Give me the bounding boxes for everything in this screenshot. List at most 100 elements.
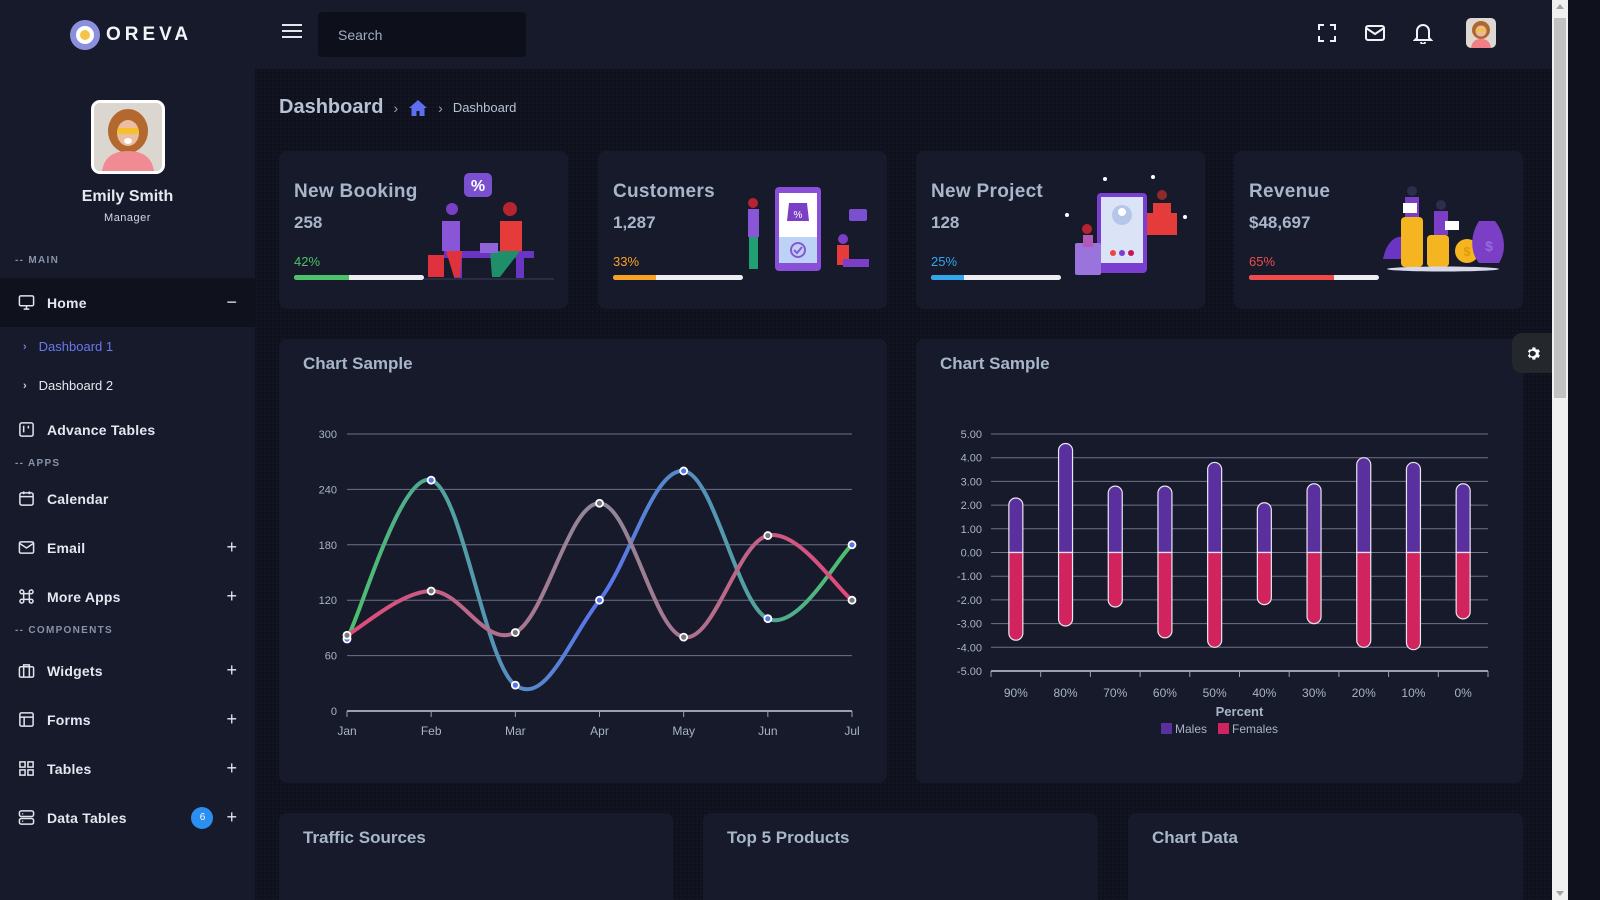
sidebar-item-label: Forms: [47, 711, 91, 728]
data-point: [595, 498, 604, 508]
settings-gear-button[interactable]: [1512, 333, 1552, 373]
bar-females: [1455, 551, 1471, 620]
sidebar-item-data-tables[interactable]: Data Tables 6 +: [0, 793, 255, 842]
fullscreen-icon[interactable]: [1314, 20, 1340, 46]
x-tick-label: Feb: [421, 724, 442, 738]
data-point: [426, 586, 436, 596]
sidebar-item-email[interactable]: Email +: [0, 523, 255, 572]
sidebar-item-more-apps[interactable]: More Apps +: [0, 572, 255, 621]
y-tick-label: 0.00: [961, 548, 982, 560]
y-tick-label: 120: [319, 595, 337, 607]
traffic-sources-card: Traffic Sources: [279, 813, 673, 900]
legend-swatch: [1218, 723, 1229, 734]
stat-title: New Project: [931, 181, 1044, 202]
x-tick-label: 50%: [1203, 686, 1227, 700]
bell-icon[interactable]: [1410, 20, 1436, 46]
bar-females: [1107, 551, 1123, 608]
svg-text:$: $: [1485, 238, 1493, 254]
sidebar-item-label: Advance Tables: [47, 421, 156, 438]
sidebar-subitem-dashboard-2[interactable]: › Dashboard 2: [0, 366, 255, 405]
mail-icon[interactable]: [1362, 20, 1388, 46]
x-tick-label: 90%: [1004, 686, 1028, 700]
search-input[interactable]: [338, 26, 519, 43]
page-scrollbar[interactable]: [1552, 0, 1568, 900]
expand-icon[interactable]: +: [226, 537, 237, 557]
sidebar-item-advance-tables[interactable]: Advance Tables: [0, 405, 255, 454]
y-tick-label: 2.00: [961, 500, 982, 512]
hamburger-menu-icon[interactable]: [282, 24, 302, 44]
project-illustration: [1065, 175, 1187, 275]
profile-name: Emily Smith: [81, 188, 174, 205]
expand-icon[interactable]: +: [226, 807, 237, 827]
monitor-icon: [18, 295, 35, 310]
expand-icon[interactable]: +: [226, 709, 237, 729]
svg-text:%: %: [471, 178, 485, 195]
progress-bar: [294, 275, 424, 280]
sidebar-item-label: Tables: [47, 760, 92, 777]
sidebar-item-widgets[interactable]: Widgets +: [0, 646, 255, 695]
home-icon[interactable]: [408, 99, 428, 117]
mail-icon: [18, 541, 35, 554]
expand-icon[interactable]: +: [226, 758, 237, 778]
sidebar-item-calendar[interactable]: Calendar: [0, 474, 255, 523]
sidebar-item-tables[interactable]: Tables +: [0, 744, 255, 793]
progress-fill: [294, 275, 349, 280]
x-tick-label: 30%: [1302, 686, 1326, 700]
x-tick-label: 80%: [1054, 686, 1078, 700]
chevron-right-icon: ›: [438, 99, 443, 116]
sidebar-subitem-label: Dashboard 2: [38, 378, 114, 393]
scroll-thumb[interactable]: [1554, 18, 1566, 398]
data-point: [342, 630, 352, 640]
data-point: [595, 595, 604, 605]
sidebar-subitem-label: Dashboard 1: [38, 339, 114, 354]
bar-females: [1356, 551, 1372, 648]
nav-section-main: -- MAIN: [15, 255, 60, 266]
card-title: Top 5 Products: [727, 828, 850, 847]
y-tick-label: 5.00: [961, 429, 982, 441]
bar-males: [1356, 457, 1372, 554]
stat-title: Revenue: [1249, 181, 1331, 202]
profile-avatar[interactable]: [90, 100, 165, 174]
x-tick-label: 60%: [1153, 686, 1177, 700]
stat-percent: 33%: [613, 254, 640, 269]
stat-value: 128: [931, 213, 960, 232]
expand-icon[interactable]: +: [226, 660, 237, 680]
collapse-icon[interactable]: −: [226, 292, 237, 312]
bar-males: [1008, 497, 1024, 554]
expand-icon[interactable]: +: [226, 586, 237, 606]
topbar: OREVA: [0, 0, 1552, 69]
progress-bar: [1249, 275, 1379, 280]
bar-males: [1405, 461, 1422, 554]
bar-males: [1107, 485, 1123, 554]
stat-card-new-booking: New Booking 258 42% %: [279, 151, 568, 309]
scroll-up-arrow[interactable]: [1556, 4, 1564, 9]
x-tick-label: Mar: [505, 724, 526, 738]
svg-text:%: %: [794, 210, 803, 221]
legend-swatch: [1161, 723, 1172, 734]
scroll-down-arrow[interactable]: [1556, 891, 1564, 896]
progress-fill: [613, 275, 656, 280]
stat-percent: 65%: [1249, 254, 1276, 269]
customers-illustration: %: [748, 187, 869, 271]
y-tick-label: 4.00: [961, 453, 982, 465]
data-point: [763, 531, 773, 540]
sidebar-item-home[interactable]: Home −: [0, 278, 255, 327]
bar-females: [1306, 551, 1322, 625]
user-avatar[interactable]: [1466, 18, 1496, 48]
y-tick-label: -1.00: [957, 571, 982, 583]
gear-icon: [1527, 346, 1540, 360]
card-title: Chart Data: [1152, 828, 1238, 847]
main-content: Dashboard › › Dashboard New Booking 258 …: [255, 69, 1552, 900]
sidebar-subitem-dashboard-1[interactable]: › Dashboard 1: [0, 327, 255, 366]
booking-illustration: %: [424, 173, 554, 280]
nav-section-components: -- COMPONENTS: [15, 625, 114, 636]
data-point: [847, 540, 857, 550]
stat-card-customers: Customers 1,287 33% %: [598, 151, 887, 309]
stat-percent: 42%: [294, 254, 321, 269]
sidebar-item-forms[interactable]: Forms +: [0, 695, 255, 744]
stat-card-new-project: New Project 128 25%: [916, 151, 1205, 309]
x-tick-label: Jul: [844, 724, 859, 738]
stat-percent: 25%: [931, 254, 958, 269]
x-tick-label: 0%: [1454, 686, 1472, 700]
logo[interactable]: OREVA: [70, 20, 192, 50]
